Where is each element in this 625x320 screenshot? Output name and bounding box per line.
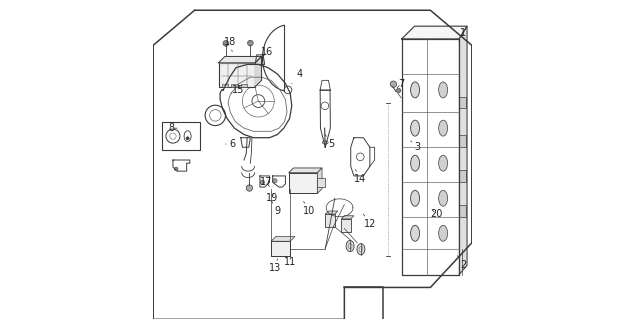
Polygon shape (219, 56, 261, 63)
Text: 12: 12 (364, 214, 376, 229)
Circle shape (390, 81, 397, 87)
Circle shape (246, 185, 252, 191)
Circle shape (260, 180, 265, 185)
Polygon shape (325, 211, 338, 214)
Polygon shape (341, 216, 354, 219)
Bar (219, 63, 255, 87)
Text: 16: 16 (261, 47, 273, 57)
Bar (222, 84, 228, 87)
Text: 7: 7 (398, 78, 404, 89)
Ellipse shape (357, 244, 365, 255)
Text: 18: 18 (224, 37, 236, 52)
Text: 19: 19 (266, 193, 278, 203)
Ellipse shape (346, 240, 354, 252)
Bar (162, 122, 201, 150)
Text: 8: 8 (169, 123, 177, 133)
Polygon shape (402, 26, 467, 39)
Bar (289, 173, 318, 194)
Ellipse shape (439, 120, 448, 136)
Text: 6: 6 (226, 139, 235, 149)
Polygon shape (255, 56, 261, 87)
Polygon shape (271, 236, 295, 241)
Ellipse shape (439, 155, 448, 171)
Ellipse shape (411, 82, 419, 98)
Text: 20: 20 (430, 209, 442, 219)
Ellipse shape (411, 225, 419, 241)
Text: 1: 1 (459, 28, 466, 42)
Bar (459, 205, 466, 217)
Text: 17: 17 (260, 177, 272, 187)
Bar (459, 170, 466, 182)
Ellipse shape (411, 155, 419, 171)
Ellipse shape (439, 190, 448, 206)
Ellipse shape (411, 190, 419, 206)
Circle shape (396, 88, 401, 93)
Ellipse shape (411, 120, 419, 136)
Text: 9: 9 (272, 201, 281, 216)
Circle shape (223, 41, 229, 46)
Text: 14: 14 (354, 170, 366, 184)
Text: 4: 4 (292, 69, 303, 84)
Bar (459, 97, 466, 108)
Ellipse shape (439, 82, 448, 98)
Bar (325, 214, 335, 227)
Bar (459, 135, 466, 147)
Circle shape (248, 40, 253, 46)
Polygon shape (459, 26, 467, 275)
Circle shape (186, 137, 189, 140)
Bar (318, 178, 325, 187)
Polygon shape (318, 168, 322, 194)
Polygon shape (289, 168, 322, 173)
Text: 2: 2 (458, 256, 466, 270)
Bar (231, 84, 238, 87)
Bar (241, 84, 247, 87)
Text: 11: 11 (284, 257, 296, 267)
Circle shape (174, 167, 178, 171)
Text: 15: 15 (232, 85, 245, 95)
Ellipse shape (439, 225, 448, 241)
Text: 10: 10 (303, 201, 316, 216)
Text: 13: 13 (269, 259, 281, 273)
Bar (341, 219, 351, 232)
Text: 5: 5 (325, 134, 334, 149)
Bar (271, 241, 290, 256)
Circle shape (272, 179, 277, 183)
Text: 3: 3 (411, 141, 421, 152)
